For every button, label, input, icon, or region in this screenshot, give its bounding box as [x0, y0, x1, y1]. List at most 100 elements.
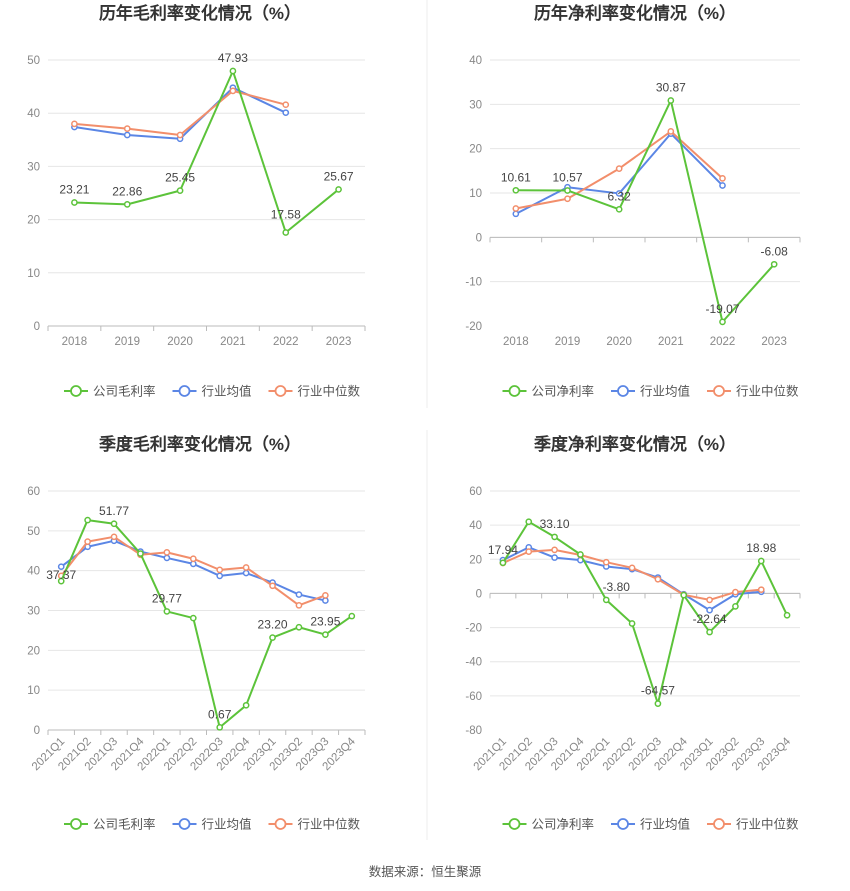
- y-tick-label: 40: [27, 108, 40, 120]
- y-tick-label: 40: [469, 55, 482, 67]
- legend-label: 公司净利率: [532, 817, 595, 832]
- data-point: [719, 318, 726, 326]
- chart-panel-4: 季度净利率变化情况（%）-80-60-40-2002040602021Q1202…: [465, 434, 801, 832]
- legend-swatch-marker: [178, 818, 191, 830]
- data-point: [242, 569, 250, 577]
- legend-item-company[interactable]: 公司毛利率: [64, 384, 156, 399]
- data-label: 51.77: [99, 504, 129, 518]
- data-point: [295, 623, 303, 631]
- data-point: [269, 634, 276, 641]
- chart-title: 季度毛利率变化情况（%）: [99, 434, 301, 454]
- data-point: [84, 516, 91, 524]
- series-line-company: [515, 99, 775, 323]
- legend-label: 行业中位数: [736, 817, 799, 832]
- data-label: 23.95: [310, 615, 340, 629]
- data-point: [163, 554, 171, 562]
- legend-item-industry-average[interactable]: 行业均值: [172, 384, 252, 399]
- data-point: [322, 631, 329, 638]
- data-point: [295, 601, 303, 609]
- data-point: [123, 125, 131, 132]
- x-tick-label: 2022: [273, 336, 299, 348]
- legend-swatch-marker: [508, 818, 521, 830]
- legend-swatch-marker: [508, 385, 521, 397]
- series-line-company: [502, 520, 788, 705]
- legend-item-company[interactable]: 公司净利率: [502, 384, 595, 399]
- legend-item-industry-median[interactable]: 行业中位数: [707, 817, 799, 832]
- legend-label: 公司净利率: [532, 384, 595, 399]
- y-tick-label: 20: [469, 144, 482, 156]
- data-point: [719, 182, 726, 189]
- data-label: 17.58: [271, 207, 301, 221]
- data-label: 22.86: [112, 184, 142, 198]
- data-point: [551, 533, 558, 541]
- data-point: [189, 560, 197, 568]
- source-note: 数据来源：恒生聚源: [369, 864, 482, 879]
- legend-item-industry-average[interactable]: 行业均值: [611, 817, 690, 832]
- legend-item-industry-average[interactable]: 行业均值: [611, 384, 690, 399]
- data-point: [654, 700, 662, 708]
- data-label: 25.67: [324, 169, 354, 183]
- data-point: [229, 87, 237, 95]
- data-point: [295, 591, 303, 598]
- data-point: [110, 533, 118, 541]
- legend-label: 行业中位数: [298, 817, 361, 832]
- data-point: [512, 210, 520, 218]
- x-tick-label: 2018: [62, 336, 88, 348]
- data-point: [783, 611, 791, 619]
- x-tick-label: 2020: [606, 336, 632, 348]
- data-point: [757, 586, 765, 594]
- data-point: [512, 205, 520, 212]
- data-label: 30.87: [656, 80, 686, 94]
- data-point: [615, 165, 623, 172]
- legend-item-industry-median[interactable]: 行业中位数: [268, 384, 361, 399]
- data-label: 17.94: [488, 543, 518, 557]
- y-tick-label: 40: [469, 520, 482, 532]
- data-point: [602, 596, 610, 604]
- data-label: -64.57: [641, 684, 675, 698]
- legend-label: 行业均值: [202, 817, 252, 832]
- legend-item-industry-average[interactable]: 行业均值: [172, 817, 252, 832]
- y-tick-label: 30: [469, 99, 482, 111]
- legend-item-industry-median[interactable]: 行业中位数: [707, 384, 799, 399]
- data-point: [176, 187, 184, 194]
- x-tick-label: 2023: [326, 336, 352, 348]
- y-tick-label: 50: [27, 55, 40, 67]
- data-label: -19.07: [705, 302, 739, 316]
- data-point: [602, 558, 610, 566]
- y-tick-label: 0: [34, 725, 40, 737]
- y-tick-label: 10: [27, 268, 40, 280]
- y-tick-label: -20: [465, 321, 482, 333]
- legend-item-industry-median[interactable]: 行业中位数: [268, 817, 361, 832]
- data-label: 29.77: [152, 591, 182, 605]
- y-tick-label: 60: [469, 486, 482, 498]
- data-label: -3.80: [603, 580, 631, 594]
- legend-swatch-marker: [70, 818, 82, 830]
- data-point: [348, 612, 356, 620]
- legend-item-company[interactable]: 公司毛利率: [64, 817, 156, 832]
- data-label: -22.64: [693, 612, 727, 626]
- y-tick-label: 0: [476, 232, 482, 244]
- data-point: [770, 260, 778, 268]
- data-label: 33.10: [540, 517, 570, 531]
- y-tick-label: 60: [27, 486, 40, 498]
- legend-swatch-marker: [713, 385, 725, 397]
- x-tick-label: 2020: [167, 336, 193, 348]
- data-point: [123, 131, 131, 139]
- data-point: [680, 591, 688, 599]
- series-line-company: [60, 519, 353, 729]
- legend-swatch-marker: [617, 818, 629, 830]
- data-point: [322, 597, 329, 604]
- data-point: [706, 628, 713, 636]
- y-tick-label: -10: [465, 277, 482, 289]
- data-label: 23.21: [59, 183, 89, 197]
- data-point: [216, 566, 224, 574]
- data-point: [137, 550, 144, 557]
- data-label: 18.98: [746, 541, 776, 555]
- data-point: [57, 577, 65, 585]
- legend-item-company[interactable]: 公司净利率: [502, 817, 595, 832]
- series-line-industry-median: [502, 548, 762, 601]
- x-tick-label: 2019: [114, 336, 140, 348]
- legend-label: 行业中位数: [736, 384, 799, 399]
- data-point: [110, 520, 118, 528]
